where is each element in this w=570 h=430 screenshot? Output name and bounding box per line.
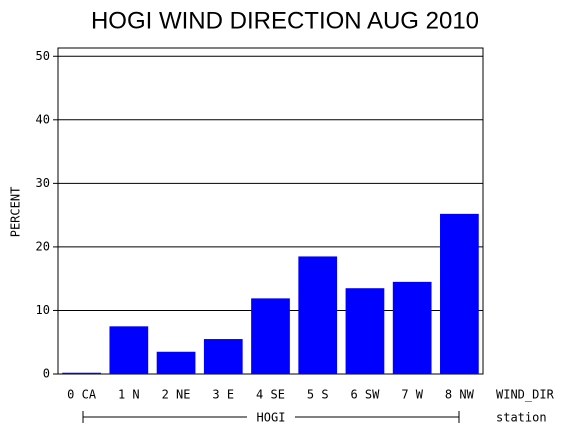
group-label: HOGI xyxy=(257,411,286,425)
chart-title: HOGI WIND DIRECTION AUG 2010 xyxy=(91,7,479,34)
x-tick-label: 3 E xyxy=(212,388,234,402)
y-tick-label: 30 xyxy=(36,176,50,190)
x-tick-label: 8 NW xyxy=(445,388,475,402)
y-tick-label: 40 xyxy=(36,112,50,126)
group-label-bg xyxy=(247,409,295,425)
bar xyxy=(156,351,196,374)
bar xyxy=(298,256,338,374)
x-tick-label: 1 N xyxy=(118,388,140,402)
y-axis-label: PERCENT xyxy=(9,187,23,238)
bar xyxy=(203,339,243,374)
x-tick-label: 5 S xyxy=(307,388,329,402)
bar xyxy=(345,288,385,374)
group-axis-label: station xyxy=(496,411,547,425)
bar xyxy=(251,298,290,374)
x-tick-label: 2 NE xyxy=(162,388,191,402)
bar xyxy=(109,326,149,374)
x-tick-label: 7 W xyxy=(401,388,423,402)
bar xyxy=(62,372,101,374)
y-tick-label: 20 xyxy=(36,239,50,253)
x-tick-label: 6 SW xyxy=(350,388,380,402)
y-tick-label: 10 xyxy=(36,303,50,317)
x-axis-label: WIND_DIR xyxy=(496,388,555,402)
bar xyxy=(440,213,479,374)
x-tick-label: 4 SE xyxy=(256,388,285,402)
y-tick-label: 50 xyxy=(36,49,50,63)
x-tick-label: 0 CA xyxy=(67,388,97,402)
bar xyxy=(392,281,432,374)
y-tick-label: 0 xyxy=(43,367,50,381)
